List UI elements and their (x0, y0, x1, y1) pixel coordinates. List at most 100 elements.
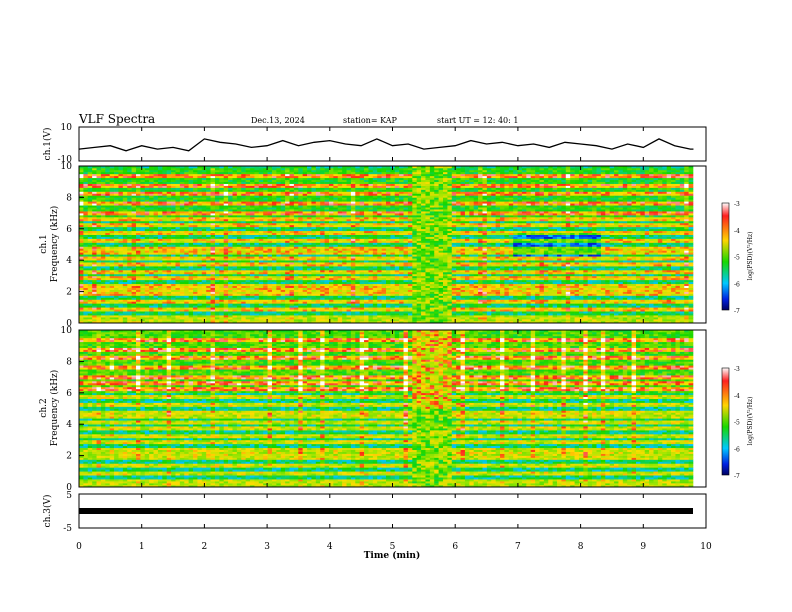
spectrogram-cell (258, 244, 264, 247)
spectrogram-cell (337, 291, 343, 294)
spectrogram-cell (162, 256, 168, 259)
spectrogram-cell (87, 256, 93, 259)
spectrogram-cell (140, 226, 146, 230)
spectrogram-cell (79, 262, 84, 265)
spectrogram-cell (342, 297, 347, 300)
spectrogram-cell (271, 213, 277, 216)
spectrogram-cell (188, 185, 194, 188)
spectrogram-cell (144, 230, 150, 234)
spectrogram-cell (289, 222, 295, 226)
spectrogram-cell (206, 295, 211, 298)
spectrogram-cell (276, 179, 282, 182)
spectrogram-cell (223, 197, 229, 200)
spectrogram-cell (131, 236, 137, 239)
spectrogram-cell (320, 209, 325, 212)
spectrogram-cell (131, 166, 137, 169)
spectrogram-cell (337, 222, 343, 226)
spectrogram-cell (250, 191, 255, 194)
spectrogram-cell (320, 311, 325, 314)
spectrogram-cell (236, 213, 242, 216)
spectrogram-cell (114, 197, 119, 200)
spectrogram-cell (214, 211, 220, 214)
spectrogram-cell (324, 193, 330, 196)
spectrogram-cell (83, 191, 89, 194)
spectrogram-cell (105, 309, 110, 312)
spectrogram-cell (136, 297, 141, 300)
spectrogram-cell (328, 244, 334, 247)
spectrogram-cell (328, 260, 334, 263)
spectrogram-cell (210, 179, 216, 182)
spectrogram-cell (100, 183, 106, 186)
spectrogram-cell (175, 303, 181, 306)
spectrogram-cell (228, 295, 233, 298)
spectrogram-cell (307, 250, 312, 253)
spectrogram-cell (96, 189, 102, 192)
spectrogram-cell (337, 273, 343, 277)
spectrogram-cell (109, 236, 115, 239)
spectrogram-cell (285, 203, 290, 206)
spectrogram-cell (206, 250, 211, 253)
spectrogram-cell (140, 273, 146, 277)
spectrogram-cell (236, 228, 242, 232)
spectrogram-cell (298, 205, 303, 208)
spectrogram-cell (245, 283, 251, 287)
spectrogram-cell (153, 319, 159, 322)
spectrogram-cell (210, 220, 216, 224)
spectrogram-cell (254, 181, 260, 184)
spectrogram-cell (289, 260, 295, 263)
spectrogram-cell (328, 171, 334, 175)
spectrogram-cell (114, 205, 119, 208)
spectrogram-cell (131, 242, 137, 245)
spectrogram-cell (131, 275, 137, 279)
spectrogram-cell (285, 311, 290, 314)
spectrogram-cell (232, 169, 238, 173)
spectrogram-cell (127, 315, 132, 318)
spectrogram-cell (219, 242, 225, 245)
spectrogram-cell (245, 270, 251, 273)
spectrogram-cell (324, 271, 330, 275)
spectrogram-cell (136, 266, 141, 269)
spectrogram-cell (157, 279, 163, 283)
spectrogram-cell (201, 275, 207, 279)
spectrogram-cell (136, 256, 141, 259)
spectrogram-cell (328, 203, 334, 206)
spectrogram-cell (245, 185, 251, 188)
spectrogram-cell (267, 187, 273, 190)
spectrogram-cell (201, 232, 207, 235)
spectrogram-cell (263, 260, 268, 263)
spectrogram-cell (92, 254, 97, 257)
spectrogram-cell (267, 268, 273, 271)
spectrogram-cell (232, 171, 238, 175)
spectrogram-cell (311, 197, 317, 200)
spectrogram-cell (232, 301, 238, 304)
spectrogram-cell (337, 211, 343, 214)
spectrogram-cell (324, 256, 330, 259)
spectrogram-cell (245, 191, 251, 194)
spectrogram-cell (219, 175, 225, 179)
spectrogram-cell (201, 315, 207, 318)
spectrogram-cell (136, 270, 141, 273)
spectrogram-cell (285, 191, 290, 194)
spectrogram-cell (144, 256, 150, 259)
spectrogram-cell (131, 220, 137, 224)
spectrogram-cell (214, 197, 220, 200)
spectrogram-cell (311, 305, 317, 308)
spectrogram-cell (307, 171, 312, 175)
spectrogram-cell (162, 205, 168, 208)
spectrogram-cell (214, 181, 220, 184)
spectrogram-cell (333, 305, 339, 308)
spectrogram-cell (201, 234, 207, 237)
spectrogram-cell (144, 181, 150, 184)
spectrogram-cell (179, 242, 185, 245)
spectrogram-cell (254, 175, 260, 179)
spectrogram-cell (254, 305, 260, 308)
spectrogram-cell (333, 281, 339, 285)
spectrogram-cell (302, 301, 308, 304)
spectrogram-cell (149, 295, 154, 298)
spectrogram-cell (140, 218, 146, 222)
spectrogram-cell (333, 232, 339, 235)
spectrogram-cell (337, 236, 343, 239)
spectrogram-cell (271, 252, 277, 255)
spectrogram-cell (171, 287, 176, 290)
spectrogram-cell (258, 311, 264, 314)
